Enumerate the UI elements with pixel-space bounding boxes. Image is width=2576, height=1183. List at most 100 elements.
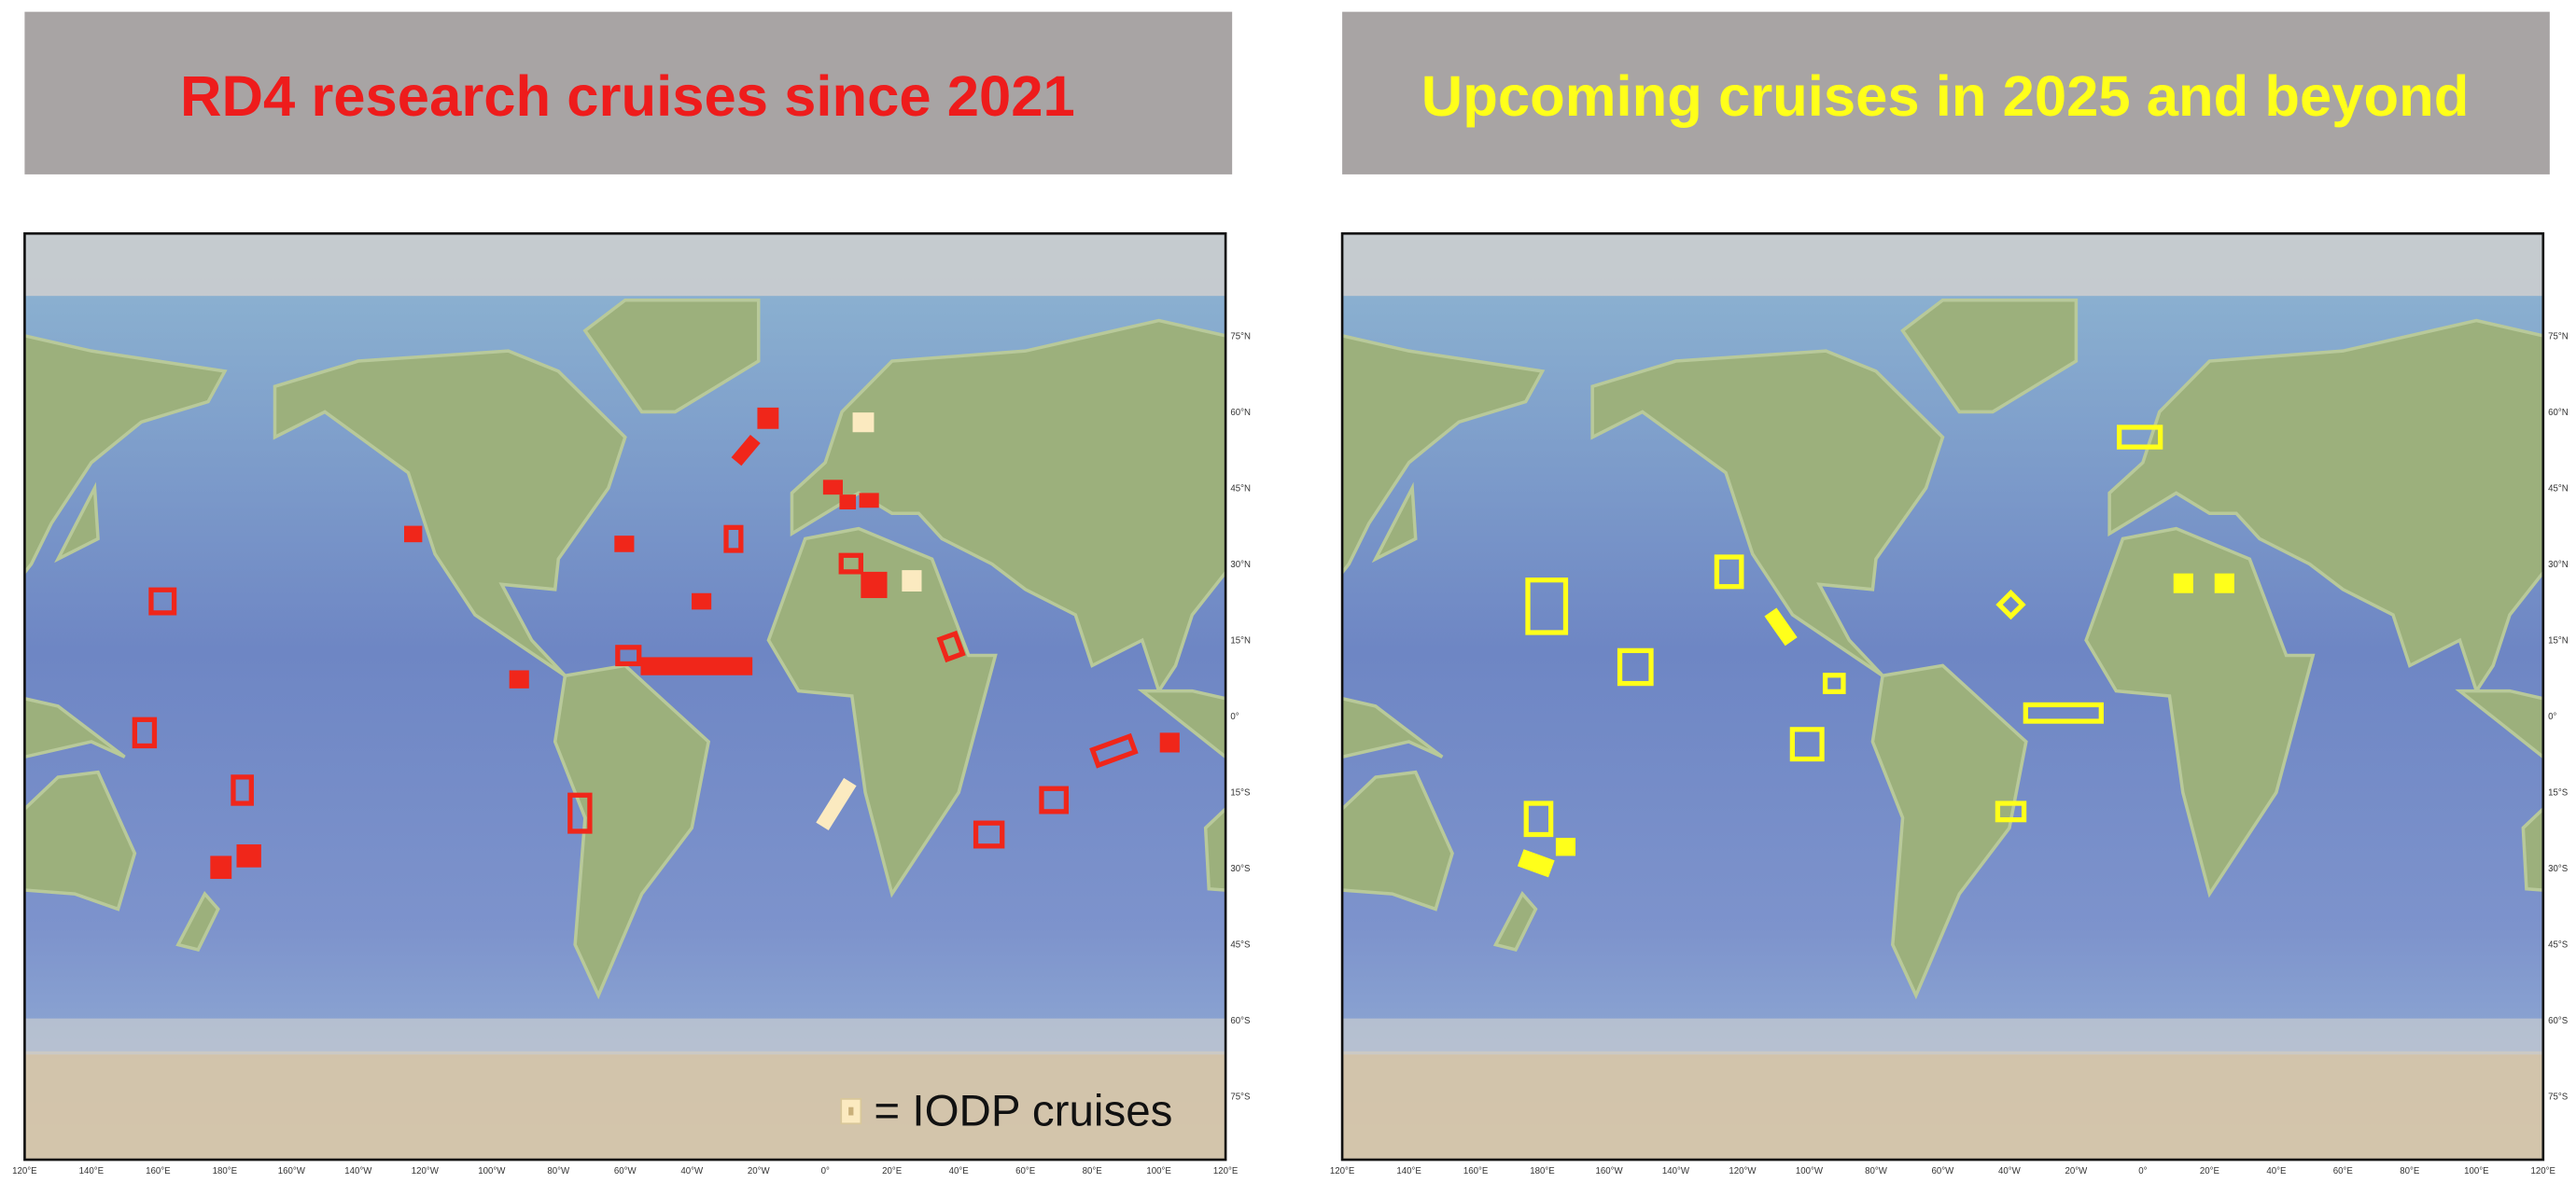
lat-label: 30°S bbox=[1230, 864, 1250, 874]
cruise-marker bbox=[757, 407, 779, 429]
legend-swatch-inner bbox=[848, 1106, 854, 1116]
lon-label: 120°W bbox=[412, 1166, 440, 1176]
lat-label: 15°N bbox=[2548, 636, 2569, 647]
lon-label: 60°E bbox=[1015, 1166, 1036, 1176]
cruise-marker bbox=[936, 630, 966, 663]
cruise-marker bbox=[839, 494, 857, 509]
arctic-ice bbox=[24, 233, 1226, 297]
lat-label: 30°S bbox=[2548, 864, 2568, 874]
cruise-marker bbox=[509, 670, 529, 689]
land bbox=[1137, 689, 1226, 759]
lon-label: 80°E bbox=[1083, 1166, 1103, 1176]
land bbox=[1900, 299, 2079, 414]
lon-label: 80°W bbox=[547, 1166, 570, 1176]
lat-label: 30°N bbox=[1230, 560, 1251, 570]
antarctica bbox=[24, 1051, 1226, 1161]
lon-label: 160°W bbox=[278, 1166, 306, 1176]
lon-label: 60°E bbox=[2333, 1166, 2354, 1176]
cruise-marker bbox=[731, 434, 761, 466]
land bbox=[2084, 526, 2316, 898]
cruise-marker bbox=[640, 657, 753, 675]
cruise-marker bbox=[148, 587, 177, 616]
lat-label: 45°S bbox=[1230, 940, 1250, 951]
land bbox=[54, 481, 100, 564]
lon-label: 120°E bbox=[12, 1166, 37, 1176]
lat-label: 75°S bbox=[2548, 1093, 2568, 1103]
lat-label: 15°S bbox=[1230, 788, 1250, 799]
land bbox=[553, 663, 711, 1000]
lon-label: 140°W bbox=[1662, 1166, 1690, 1176]
land bbox=[1590, 349, 1945, 677]
lat-label: 15°S bbox=[2548, 788, 2568, 799]
cruise-marker bbox=[1995, 589, 2026, 620]
lon-label: 80°E bbox=[2400, 1166, 2420, 1176]
cruise-marker bbox=[567, 792, 593, 834]
cruise-marker bbox=[1159, 732, 1180, 753]
lon-label: 0° bbox=[2138, 1166, 2147, 1176]
lat-label: 60°S bbox=[2548, 1016, 2568, 1026]
lat-label: 45°S bbox=[2548, 940, 2568, 951]
arctic-ice bbox=[1342, 233, 2543, 297]
cruise-marker bbox=[1089, 732, 1139, 769]
land bbox=[790, 318, 1226, 695]
markers bbox=[132, 407, 2234, 880]
lon-label: 100°W bbox=[478, 1166, 506, 1176]
title-box bbox=[24, 11, 1233, 174]
lon-label: 40°W bbox=[1998, 1166, 2022, 1176]
lon-label: 40°E bbox=[2266, 1166, 2287, 1176]
cruise-marker bbox=[838, 552, 863, 575]
legend-text: = IODP cruises bbox=[874, 1086, 1172, 1135]
land bbox=[1371, 481, 1418, 564]
cruise-marker bbox=[822, 480, 843, 495]
lon-label: 60°W bbox=[1932, 1166, 1955, 1176]
cruise-marker bbox=[404, 525, 423, 543]
land bbox=[2521, 806, 2543, 892]
lon-label: 20°W bbox=[748, 1166, 771, 1176]
axis-labels: 75°N 60°N 45°N 30°N 15°N 0° 15°S 30°S 45°S 60°S 75… bbox=[12, 332, 2569, 1176]
lat-label: 0° bbox=[2548, 712, 2556, 722]
land bbox=[1342, 334, 1546, 576]
right-title: Upcoming cruises in 2025 and beyond bbox=[1421, 64, 2470, 129]
land bbox=[1203, 806, 1226, 892]
lon-label: 60°W bbox=[614, 1166, 637, 1176]
lon-label: 180°E bbox=[213, 1166, 238, 1176]
land bbox=[24, 334, 228, 576]
lon-label: 180°E bbox=[1530, 1166, 1555, 1176]
lon-label: 140°E bbox=[1396, 1166, 1421, 1176]
lon-label: 100°E bbox=[2464, 1166, 2489, 1176]
land bbox=[1342, 770, 1454, 912]
lat-label: 45°N bbox=[2548, 484, 2569, 494]
lon-label: 20°E bbox=[2200, 1166, 2220, 1176]
lat-label: 75°S bbox=[1230, 1093, 1250, 1103]
cruise-marker bbox=[852, 412, 875, 433]
map bbox=[1342, 233, 2543, 1161]
lon-label: 20°E bbox=[882, 1166, 903, 1176]
cruise-marker bbox=[861, 571, 888, 599]
lat-label: 75°N bbox=[1230, 332, 1251, 342]
cruise-marker bbox=[816, 777, 857, 831]
shelf-ice bbox=[24, 1018, 1226, 1055]
land bbox=[24, 696, 126, 759]
land bbox=[1342, 696, 1444, 759]
shelf-ice bbox=[1342, 1018, 2543, 1055]
cruise-marker bbox=[1517, 849, 1555, 878]
cruise-marker bbox=[236, 844, 261, 868]
lat-label: 60°N bbox=[2548, 408, 2569, 418]
lat-label: 60°N bbox=[1230, 408, 1251, 418]
cruise-marker bbox=[2214, 573, 2234, 593]
cruise-marker bbox=[615, 645, 642, 667]
lon-label: 140°E bbox=[79, 1166, 105, 1176]
cruise-marker bbox=[2023, 702, 2104, 724]
lon-label: 20°W bbox=[2065, 1166, 2089, 1176]
lat-label: 45°N bbox=[1230, 484, 1251, 494]
lon-label: 160°E bbox=[146, 1166, 171, 1176]
cruise-marker bbox=[1039, 786, 1070, 814]
cruise-marker bbox=[132, 717, 158, 749]
land bbox=[766, 526, 998, 898]
lon-label: 100°E bbox=[1146, 1166, 1171, 1176]
lon-label: 40°E bbox=[949, 1166, 970, 1176]
map bbox=[24, 233, 1226, 1161]
title-box bbox=[1342, 11, 2550, 174]
land bbox=[582, 299, 761, 414]
